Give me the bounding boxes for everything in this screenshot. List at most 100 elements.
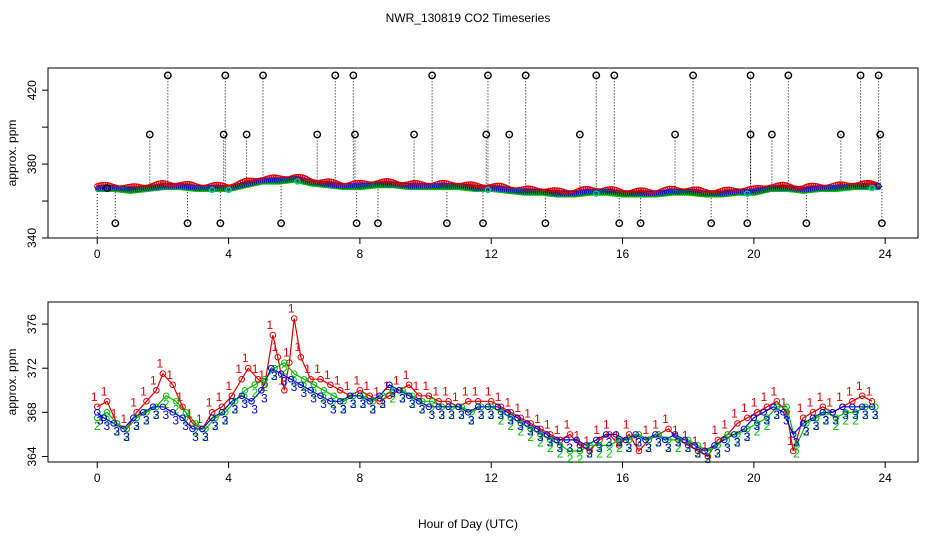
bottom-point-series-3 xyxy=(770,403,777,411)
bottom-label-series-2: 2 xyxy=(586,446,593,460)
bottom-label-series-3: 3 xyxy=(754,419,761,433)
bottom-point-series-3 xyxy=(248,398,255,405)
flag-point xyxy=(111,219,120,228)
bottom-label-series-3: 3 xyxy=(438,408,445,422)
bottom-label-series-3: 3 xyxy=(291,380,298,394)
bottom-point-series-3 xyxy=(829,409,836,416)
bottom-label-series-2: 2 xyxy=(458,408,465,422)
top-point-series-1 xyxy=(607,186,614,193)
bottom-label-series-2: 2 xyxy=(202,430,209,444)
bottom-point-series-1 xyxy=(464,398,472,405)
bottom-point-series-2 xyxy=(773,403,781,411)
bottom-point-series-2 xyxy=(803,420,810,427)
bottom-label-series-2: 2 xyxy=(94,419,101,433)
flag-point xyxy=(615,219,624,228)
bottom-point-series-3 xyxy=(553,436,561,444)
bottom-point-series-3 xyxy=(543,431,551,438)
top-point-series-1 xyxy=(270,174,277,181)
bottom-point-series-3 xyxy=(415,398,423,405)
bottom-point-series-2 xyxy=(684,436,692,444)
bottom-label-series-1: 1 xyxy=(692,434,699,448)
bottom-label-series-1: 1 xyxy=(816,390,823,404)
bottom-label-series-1: 1 xyxy=(564,417,571,431)
bottom-label-series-3: 3 xyxy=(212,419,219,433)
top-point-series-1 xyxy=(383,177,390,185)
bottom-label-series-2: 2 xyxy=(783,408,790,422)
bottom-point-series-2 xyxy=(133,414,140,422)
bottom-label-series-1: 1 xyxy=(583,434,590,448)
bottom-point-series-3 xyxy=(297,381,305,389)
bottom-point-series-3 xyxy=(533,425,541,433)
bottom-point-series-2 xyxy=(537,431,544,438)
flag-point xyxy=(746,71,755,80)
bottom-label-series-3: 3 xyxy=(271,369,278,383)
bottom-label-series-1: 1 xyxy=(363,379,370,393)
top-point-series-1 xyxy=(440,179,448,187)
bottom-label-series-2: 2 xyxy=(537,435,544,449)
bottom-label-series-3: 3 xyxy=(773,408,780,422)
bottom-point-series-2 xyxy=(428,398,436,405)
bottom-point-series-2 xyxy=(241,386,249,394)
bottom-point-series-2 xyxy=(330,392,337,400)
bottom-label-series-3: 3 xyxy=(261,391,268,405)
bottom-point-series-1 xyxy=(238,375,245,383)
top-point-series-1 xyxy=(553,187,560,194)
bottom-label-series-2: 2 xyxy=(803,424,810,438)
bottom-point-series-2 xyxy=(478,403,485,411)
top-point-series-1 xyxy=(326,178,333,185)
bottom-label-series-3: 3 xyxy=(458,408,465,422)
bottom-x-tick-label: 0 xyxy=(94,471,101,485)
bottom-point-series-1 xyxy=(336,386,344,394)
bottom-point-series-3 xyxy=(642,436,649,444)
flag-point xyxy=(484,71,492,80)
bottom-label-series-3: 3 xyxy=(409,397,416,411)
bottom-x-tick-label: 24 xyxy=(878,471,892,485)
bottom-point-series-2 xyxy=(675,436,682,444)
bottom-label-series-2: 2 xyxy=(143,413,150,427)
top-point-cyan xyxy=(208,186,216,194)
bottom-label-series-2: 2 xyxy=(793,446,800,460)
flag-point xyxy=(874,71,883,80)
bottom-point-series-1 xyxy=(244,364,252,372)
bottom-point-series-2 xyxy=(507,414,515,422)
bottom-point-series-3 xyxy=(445,403,452,411)
bottom-point-series-1 xyxy=(297,353,305,361)
top-x-tick-label: 12 xyxy=(485,247,499,261)
bottom-label-series-2: 2 xyxy=(183,413,190,427)
x-axis-label: Hour of Day (UTC) xyxy=(418,517,518,531)
top-point-cyan xyxy=(484,186,492,194)
bottom-label-series-2: 2 xyxy=(271,369,278,383)
flag-point xyxy=(103,184,111,193)
bottom-point-series-2 xyxy=(251,381,259,389)
bottom-point-series-3 xyxy=(858,403,866,411)
bottom-point-series-2 xyxy=(576,447,584,455)
bottom-label-series-3: 3 xyxy=(507,413,514,427)
bottom-point-series-3 xyxy=(780,409,787,416)
bottom-label-series-1: 1 xyxy=(196,412,203,426)
flag-point xyxy=(802,219,811,228)
bottom-label-series-1: 1 xyxy=(242,351,249,365)
bottom-point-series-3 xyxy=(110,420,117,427)
bottom-label-series-3: 3 xyxy=(783,413,790,427)
flag-point xyxy=(505,130,514,139)
bottom-point-series-3 xyxy=(563,436,571,444)
bottom-label-series-3: 3 xyxy=(468,413,475,427)
bottom-point-series-2 xyxy=(468,409,475,416)
bottom-label-series-2: 2 xyxy=(123,430,130,444)
bottom-label-series-3: 3 xyxy=(281,375,288,389)
bottom-label-series-3: 3 xyxy=(586,446,593,460)
bottom-label-series-2: 2 xyxy=(626,441,633,455)
top-point-series-1 xyxy=(779,181,786,188)
bottom-point-series-3 xyxy=(199,425,206,433)
bottom-point-series-3 xyxy=(819,409,827,416)
bottom-point-series-3 xyxy=(721,436,728,444)
top-point-series-1 xyxy=(184,180,191,188)
bottom-point-series-3 xyxy=(267,364,275,372)
bottom-plot-frame xyxy=(47,301,919,463)
bottom-label-series-1: 1 xyxy=(721,417,728,431)
bottom-point-series-3 xyxy=(356,392,364,400)
bottom-point-series-1 xyxy=(734,420,741,427)
bottom-label-series-1: 1 xyxy=(271,340,278,354)
bottom-point-series-3 xyxy=(346,392,354,400)
bottom-label-series-2: 2 xyxy=(508,419,515,433)
